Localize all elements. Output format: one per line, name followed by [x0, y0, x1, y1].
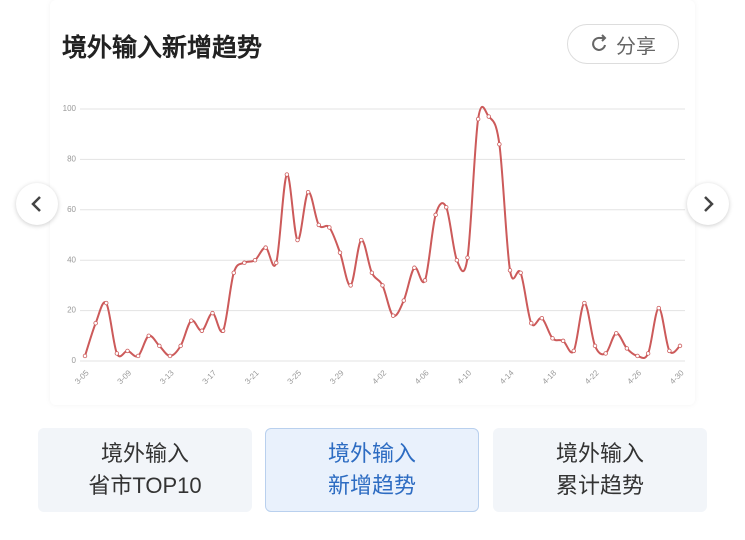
point — [104, 300, 109, 306]
point — [571, 348, 576, 354]
point — [529, 321, 534, 326]
chart: 0 20 40 60 80 100 3-05 3-09 3-13 3-17 3-21 3-25 3-29… — [63, 104, 686, 386]
point — [327, 225, 332, 230]
x-tick-label: 4-02 — [371, 368, 389, 386]
x-tick-label: 4-22 — [583, 368, 601, 386]
tab-label: 省市TOP10 — [88, 473, 202, 498]
y-tick-label: 80 — [67, 155, 76, 164]
point — [348, 283, 353, 288]
point — [337, 250, 343, 255]
x-tick-label: 4-06 — [413, 368, 431, 386]
tab-label: 新增趋势 — [327, 473, 416, 498]
point — [146, 333, 151, 338]
point — [465, 255, 470, 260]
point — [433, 212, 438, 218]
point — [210, 310, 215, 316]
point — [242, 260, 247, 265]
x-tick-label: 3-17 — [201, 368, 219, 386]
point — [401, 298, 406, 303]
tab-label: 境外输入 — [555, 441, 644, 466]
point — [656, 305, 661, 311]
tab[interactable]: 境外输入 新增趋势 — [265, 428, 479, 512]
x-tick-label: 3-05 — [73, 368, 91, 386]
point — [539, 315, 545, 321]
share-label: 分享 — [616, 35, 656, 58]
point — [369, 270, 375, 275]
y-tick-label: 0 — [72, 356, 77, 365]
point — [178, 343, 183, 349]
point — [475, 116, 481, 122]
point — [390, 313, 396, 318]
point — [518, 270, 523, 275]
title: 境外输入新增趋势 — [62, 34, 263, 62]
point — [486, 114, 491, 119]
point — [263, 245, 268, 250]
point — [624, 346, 630, 351]
point — [582, 300, 587, 306]
point — [677, 343, 683, 349]
card — [50, 0, 695, 405]
point — [507, 268, 513, 273]
prev-button[interactable] — [16, 183, 58, 225]
x-tick-label: 4-30 — [668, 368, 686, 386]
y-tick-label: 60 — [67, 205, 76, 214]
point — [157, 343, 162, 349]
point — [316, 222, 321, 228]
tab-label: 累计趋势 — [555, 473, 644, 498]
point — [135, 353, 141, 359]
point — [274, 260, 279, 265]
point — [603, 351, 608, 356]
y-tick-label: 20 — [67, 306, 76, 315]
point — [614, 331, 619, 336]
point — [550, 336, 555, 341]
point — [454, 258, 460, 263]
point — [645, 351, 651, 356]
point — [82, 353, 88, 359]
x-tick-label: 3-21 — [243, 368, 261, 386]
x-tick-label: 3-13 — [158, 368, 176, 386]
point — [125, 348, 130, 354]
point — [93, 321, 98, 326]
next-button[interactable] — [687, 183, 729, 225]
x-tick-label: 4-10 — [456, 368, 474, 386]
tab-label: 境外输入 — [100, 441, 189, 466]
share-button[interactable]: 分享 — [567, 24, 679, 64]
point — [667, 348, 672, 354]
point — [359, 237, 364, 243]
point — [412, 265, 417, 270]
x-tick-label: 4-14 — [498, 368, 516, 386]
prev-icon — [31, 196, 41, 212]
x-tick-label: 3-09 — [116, 368, 134, 386]
point — [305, 189, 311, 195]
point — [295, 237, 300, 243]
point — [380, 283, 385, 288]
point — [114, 351, 120, 356]
y-tick-label: 40 — [67, 255, 76, 264]
point — [252, 258, 258, 263]
point — [231, 270, 236, 275]
y-tick-label: 100 — [63, 104, 77, 113]
point — [220, 328, 226, 333]
next-icon — [704, 196, 714, 212]
point — [444, 205, 449, 210]
point — [635, 353, 640, 359]
line — [84, 105, 681, 360]
tab-label: 境外输入 — [327, 441, 416, 466]
share-icon — [592, 34, 607, 51]
x-tick-label: 4-18 — [541, 368, 559, 386]
point — [199, 328, 205, 333]
point — [560, 338, 566, 344]
x-tick-label: 3-25 — [286, 368, 304, 386]
x-tick-label: 4-26 — [626, 368, 644, 386]
point — [167, 353, 173, 359]
tab[interactable]: 境外输入省市TOP10 — [38, 428, 252, 512]
point — [189, 318, 194, 323]
point — [284, 172, 290, 177]
point — [422, 278, 428, 283]
point — [497, 142, 502, 147]
point — [592, 343, 598, 349]
tab[interactable]: 境外输入 累计趋势 — [493, 428, 707, 512]
x-tick-label: 3-29 — [328, 368, 346, 386]
